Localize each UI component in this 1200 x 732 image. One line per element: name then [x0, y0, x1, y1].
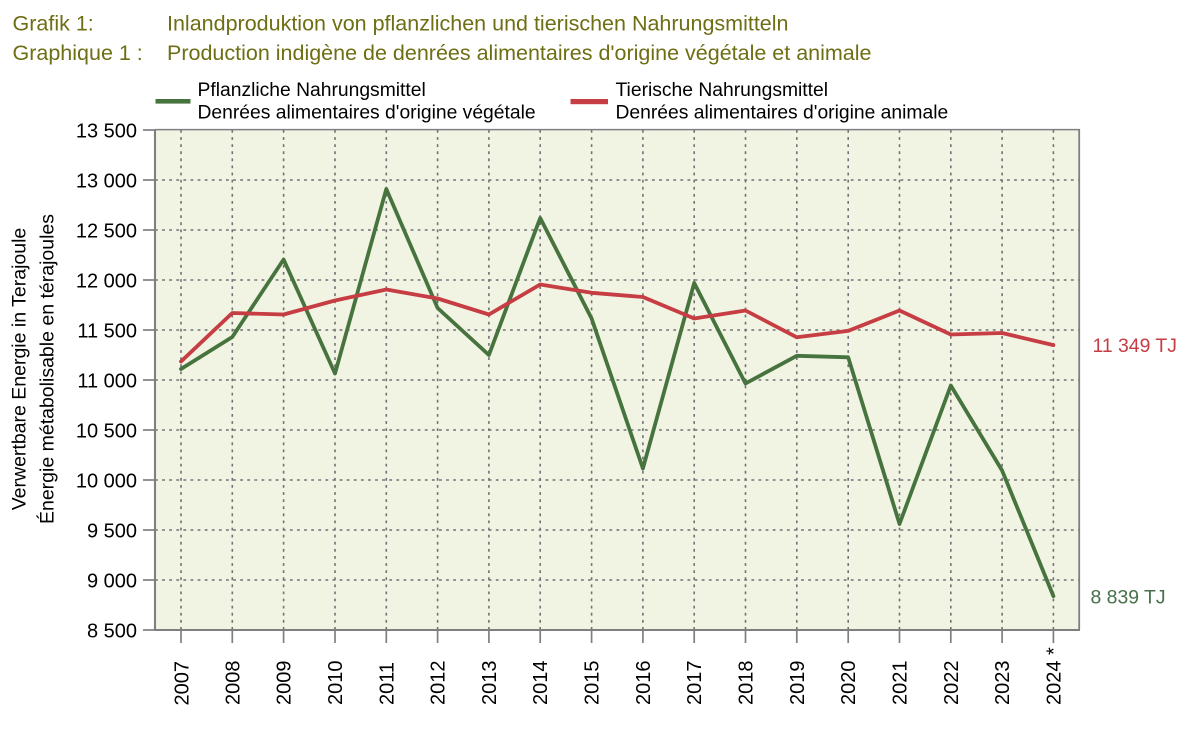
svg-text:13 000: 13 000 — [76, 171, 137, 193]
svg-text:2022: 2022 — [941, 661, 963, 706]
svg-text:2014: 2014 — [530, 661, 552, 706]
svg-text:Tierische Nahrungsmittel: Tierische Nahrungsmittel — [616, 80, 829, 101]
svg-text:2008: 2008 — [222, 661, 244, 706]
svg-text:2019: 2019 — [787, 661, 809, 706]
svg-text:Denrées alimentaires d'origine: Denrées alimentaires d'origine végétale — [198, 103, 536, 124]
svg-text:11 500: 11 500 — [77, 321, 137, 343]
svg-text:2016: 2016 — [633, 661, 655, 706]
svg-text:2017: 2017 — [684, 661, 706, 706]
svg-text:10 000: 10 000 — [76, 471, 137, 493]
svg-text:9 500: 9 500 — [87, 521, 137, 543]
svg-text:Inlandproduktion von pflanzlic: Inlandproduktion von pflanzlichen und ti… — [167, 11, 789, 35]
svg-text:8 839 TJ: 8 839 TJ — [1091, 587, 1166, 609]
svg-text:Graphique 1 :: Graphique 1 : — [13, 41, 143, 65]
svg-text:2018: 2018 — [736, 661, 758, 706]
svg-text:Grafik 1:: Grafik 1: — [13, 11, 94, 35]
svg-text:2020: 2020 — [838, 661, 860, 706]
svg-text:10 500: 10 500 — [76, 421, 137, 443]
svg-text:12 500: 12 500 — [76, 221, 137, 243]
svg-text:11 349 TJ: 11 349 TJ — [1093, 335, 1177, 357]
svg-text:8 500: 8 500 — [87, 621, 137, 643]
svg-text:2011: 2011 — [376, 662, 398, 705]
svg-text:2010: 2010 — [325, 661, 347, 706]
svg-text:2021: 2021 — [890, 661, 912, 706]
svg-text:9 000: 9 000 — [87, 571, 137, 593]
svg-text:12 000: 12 000 — [76, 271, 137, 293]
svg-text:Verwertbare Energie in Terajou: Verwertbare Energie in Terajoule — [9, 228, 31, 511]
svg-text:2009: 2009 — [274, 661, 296, 706]
svg-text:Production indigène de denrées: Production indigène de denrées alimentai… — [167, 41, 872, 65]
svg-text:11 000: 11 000 — [77, 371, 137, 393]
svg-text:2024 *: 2024 * — [1043, 647, 1065, 705]
svg-text:13 500: 13 500 — [76, 121, 137, 143]
svg-text:Denrées alimentaires d'origine: Denrées alimentaires d'origine animale — [616, 103, 949, 124]
svg-text:2007: 2007 — [171, 661, 193, 706]
svg-text:2013: 2013 — [479, 661, 501, 706]
svg-text:Énergie métabolisable en téraj: Énergie métabolisable en térajoules — [36, 214, 59, 524]
svg-text:2023: 2023 — [992, 661, 1014, 706]
svg-text:Pflanzliche Nahrungsmittel: Pflanzliche Nahrungsmittel — [198, 80, 426, 101]
svg-text:2012: 2012 — [428, 661, 450, 706]
svg-text:2015: 2015 — [582, 661, 604, 706]
